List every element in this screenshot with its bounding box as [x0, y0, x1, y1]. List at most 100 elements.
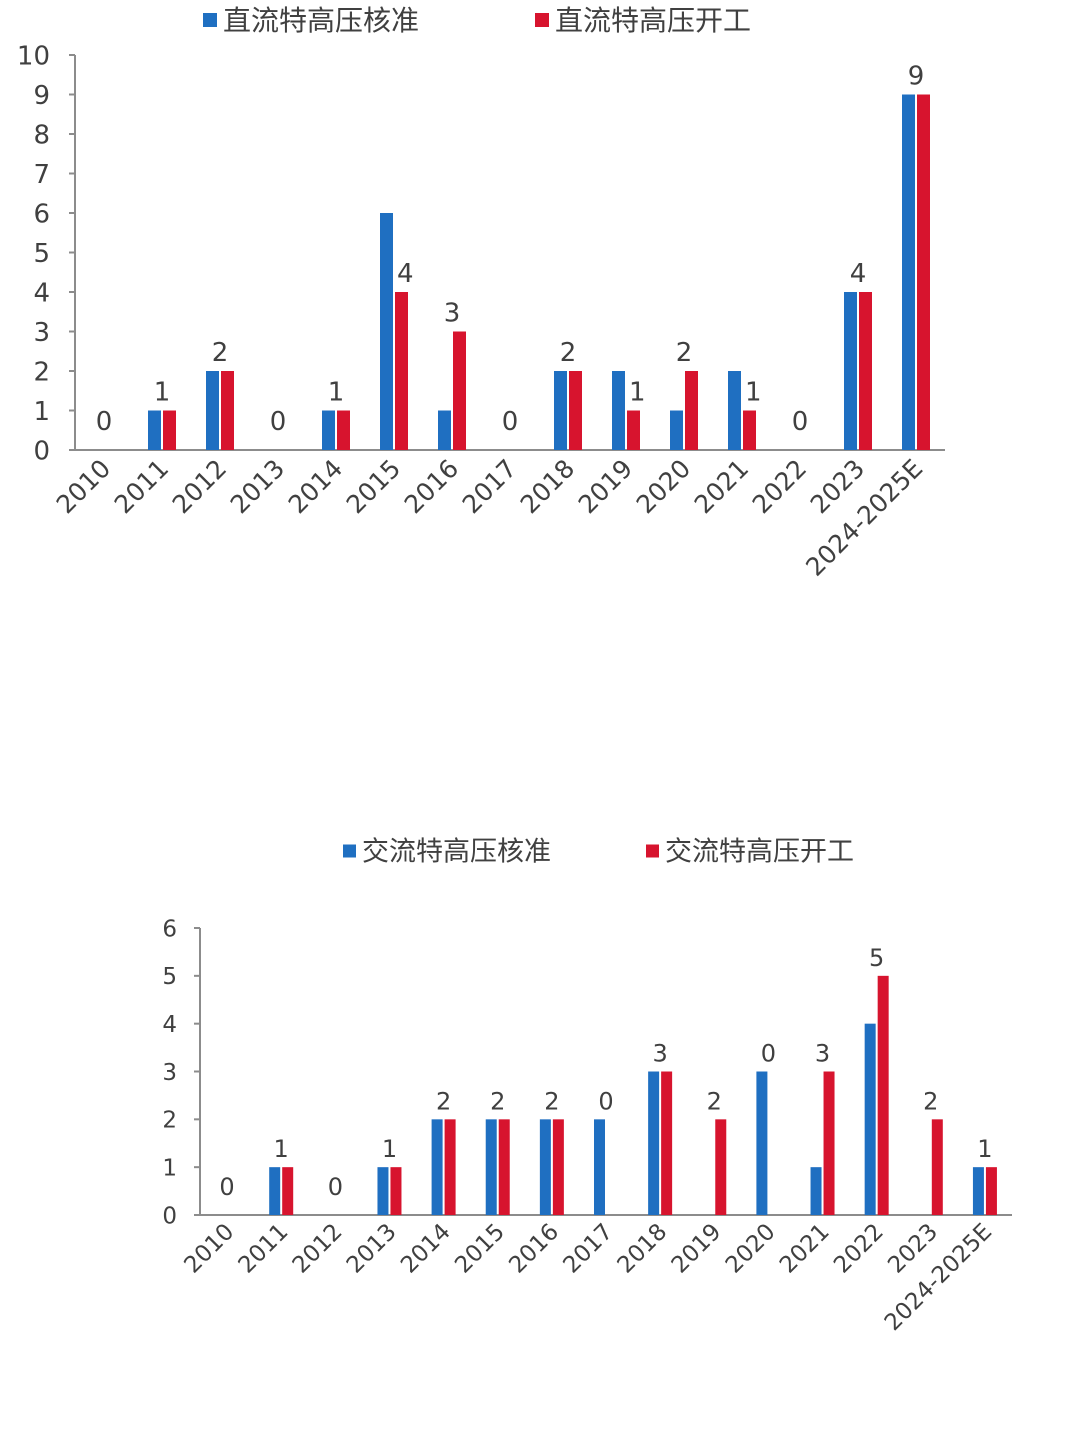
data-label: 0: [219, 1173, 234, 1201]
x-tick-label: 2010: [180, 1219, 240, 1279]
x-tick-label: 2012: [167, 454, 232, 519]
data-label: 4: [850, 259, 867, 289]
data-label: 2: [560, 338, 577, 368]
legend-swatch-0: [343, 844, 356, 858]
bar-start: [498, 1119, 510, 1215]
bar-approve: [864, 1023, 876, 1215]
bar-approve: [756, 1071, 768, 1215]
y-tick-label: 4: [33, 278, 50, 308]
bar-start: [395, 292, 408, 450]
bar-approve: [972, 1167, 984, 1215]
data-label: 2: [490, 1087, 505, 1115]
bar-start: [627, 410, 640, 450]
bar-start: [282, 1167, 294, 1215]
bar-approve: [648, 1071, 660, 1215]
data-label: 0: [761, 1040, 776, 1068]
x-tick-label: 2019: [573, 454, 638, 519]
data-label: 0: [598, 1087, 613, 1115]
data-label: 1: [154, 378, 171, 408]
x-tick-label: 2011: [109, 454, 174, 519]
x-tick-label: 2010: [51, 454, 116, 519]
x-tick-label: 2013: [225, 454, 290, 519]
bar-start: [715, 1119, 727, 1215]
x-tick-label: 2014: [283, 454, 348, 519]
x-tick-label: 2020: [721, 1219, 781, 1279]
x-tick-label: 2015: [450, 1219, 510, 1279]
bar-approve: [902, 94, 915, 450]
bar-start: [823, 1071, 835, 1215]
data-label: 2: [707, 1087, 722, 1115]
y-tick-label: 6: [33, 199, 50, 229]
data-label: 0: [270, 407, 287, 437]
bar-approve: [844, 292, 857, 450]
bar-approve: [380, 213, 393, 450]
bar-start: [931, 1119, 943, 1215]
y-tick-label: 2: [162, 1108, 177, 1134]
dc-uhv-chart: 直流特高压核准 直流特高压开工01234567891002010120112201…: [17, 4, 945, 582]
data-label: 1: [745, 378, 762, 408]
data-label: 4: [397, 259, 414, 289]
bar-start: [985, 1167, 997, 1215]
bar-start: [859, 292, 872, 450]
x-tick-label: 2016: [504, 1219, 564, 1279]
y-tick-label: 1: [162, 1155, 177, 1181]
bar-approve: [728, 371, 741, 450]
bar-approve: [539, 1119, 551, 1215]
data-label: 0: [792, 407, 809, 437]
x-tick-label: 2022: [747, 454, 812, 519]
bar-start: [877, 975, 889, 1215]
x-tick-label: 2018: [515, 454, 580, 519]
bar-approve: [206, 371, 219, 450]
legend-swatch-0: [203, 13, 217, 27]
bar-approve: [810, 1167, 822, 1215]
legend-label-1: 直流特高压开工: [555, 4, 751, 37]
y-tick-label: 4: [162, 1012, 177, 1038]
data-label: 1: [977, 1135, 992, 1163]
bar-approve: [377, 1167, 389, 1215]
data-label: 5: [869, 944, 884, 972]
y-tick-label: 2: [33, 357, 50, 387]
data-label: 0: [96, 407, 113, 437]
data-label: 2: [923, 1087, 938, 1115]
legend-label-0: 直流特高压核准: [223, 4, 419, 37]
bar-start: [743, 410, 756, 450]
bar-start: [552, 1119, 564, 1215]
data-label: 2: [436, 1087, 451, 1115]
x-tick-label: 2015: [341, 454, 406, 519]
y-tick-label: 1: [33, 397, 50, 427]
legend-label-1: 交流特高压开工: [665, 837, 854, 868]
bar-approve: [485, 1119, 497, 1215]
y-tick-label: 7: [33, 160, 50, 190]
legend-swatch-1: [646, 844, 659, 858]
data-label: 1: [328, 378, 345, 408]
y-tick-label: 3: [162, 1060, 177, 1086]
y-tick-label: 0: [33, 436, 50, 466]
x-tick-label: 2011: [234, 1219, 294, 1279]
data-label: 9: [908, 62, 925, 92]
data-label: 1: [382, 1135, 397, 1163]
y-tick-label: 5: [33, 239, 50, 269]
data-label: 3: [652, 1040, 667, 1068]
data-label: 1: [629, 378, 646, 408]
data-label: 2: [676, 338, 693, 368]
y-tick-label: 8: [33, 120, 50, 150]
bar-approve: [269, 1167, 281, 1215]
y-tick-label: 0: [162, 1203, 177, 1229]
x-tick-label: 2020: [631, 454, 696, 519]
x-tick-label: 2017: [558, 1219, 618, 1279]
bar-start: [390, 1167, 402, 1215]
bar-approve: [322, 410, 335, 450]
x-tick-label: 2016: [399, 454, 464, 519]
data-label: 0: [328, 1173, 343, 1201]
bar-start: [661, 1071, 673, 1215]
data-label: 0: [502, 407, 519, 437]
data-label: 2: [544, 1087, 559, 1115]
x-tick-label: 2022: [829, 1219, 889, 1279]
bar-approve: [594, 1119, 605, 1215]
bar-approve: [612, 371, 625, 450]
x-tick-label: 2019: [667, 1219, 727, 1279]
x-tick-label: 2021: [775, 1219, 835, 1279]
y-tick-label: 3: [33, 318, 50, 348]
y-tick-label: 10: [17, 41, 50, 71]
legend-label-0: 交流特高压核准: [362, 837, 551, 868]
